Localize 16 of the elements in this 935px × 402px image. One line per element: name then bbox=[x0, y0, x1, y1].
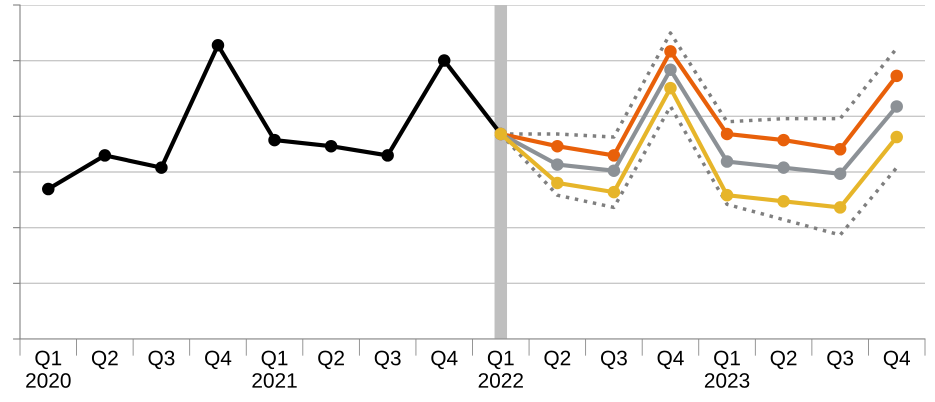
x-tick-label: Q1 2021 bbox=[252, 350, 297, 388]
x-tick-label: Q3 bbox=[374, 350, 401, 370]
x-tick-label: Q4 bbox=[431, 350, 458, 370]
x-tick-label: Q2 bbox=[544, 350, 570, 370]
x-tick-label: Q4 bbox=[205, 350, 232, 370]
x-tick-label: Q4 bbox=[658, 350, 684, 370]
x-tick-label: Q4 bbox=[884, 350, 910, 370]
x-tick-label: Q2 bbox=[318, 350, 344, 370]
x-tick-label: Q3 bbox=[601, 350, 627, 370]
x-tick-label: Q2 bbox=[92, 350, 118, 370]
x-tick-label: Q2 bbox=[770, 350, 796, 370]
x-tick-label: Q1 2020 bbox=[26, 350, 71, 388]
x-tick-label: Q3 bbox=[827, 350, 854, 370]
x-tick-label: Q3 bbox=[148, 350, 174, 370]
x-tick-label: Q1 2022 bbox=[478, 350, 523, 388]
x-tick-label: Q1 2023 bbox=[704, 350, 750, 388]
